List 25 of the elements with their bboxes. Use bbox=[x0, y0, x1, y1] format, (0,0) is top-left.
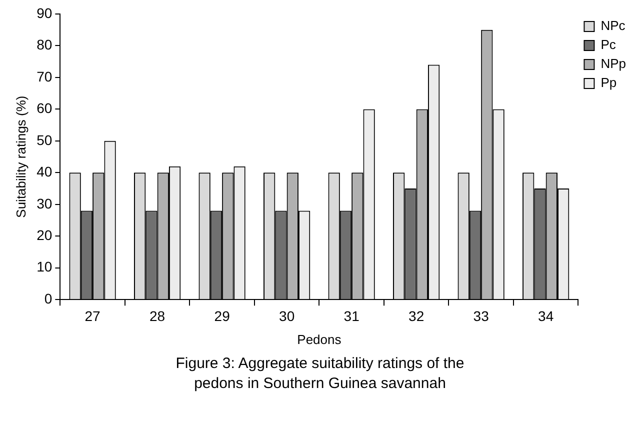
text: Figure 3: Aggregate suitability ratings of the pedons in Southern Guinea savannah bbox=[174, 354, 466, 394]
y-tick-label: 50 bbox=[36, 132, 52, 148]
y-tick-label: 40 bbox=[36, 164, 52, 180]
legend-label: NPc bbox=[600, 18, 626, 34]
x-axis-title: Pedons bbox=[297, 332, 342, 347]
y-tick-label: 60 bbox=[36, 100, 52, 116]
legend-label: Pc bbox=[600, 37, 616, 52]
y-tick-label: 10 bbox=[36, 258, 52, 275]
y-tick-label: 90 bbox=[36, 4, 52, 21]
y-tick-label: 0 bbox=[44, 290, 52, 306]
x-tick-label: 31 bbox=[344, 308, 360, 324]
x-tick-label: 28 bbox=[150, 308, 166, 324]
y-tick-label: 20 bbox=[36, 226, 52, 243]
legend-label: Pp bbox=[600, 75, 617, 90]
x-tick-label: 34 bbox=[538, 308, 554, 324]
x-tick-label: 29 bbox=[214, 308, 230, 324]
x-tick-label: 27 bbox=[84, 308, 101, 324]
y-tick-label: 80 bbox=[36, 36, 52, 53]
x-tick-label: 32 bbox=[408, 308, 424, 324]
legend-label: NPp bbox=[600, 56, 626, 72]
x-tick-label: 30 bbox=[279, 308, 295, 324]
y-tick-label: 70 bbox=[36, 68, 52, 84]
x-tick-label: 33 bbox=[473, 308, 490, 324]
y-tick-label: 30 bbox=[36, 195, 52, 212]
y-axis-title: Suitability ratings (%) bbox=[13, 96, 28, 218]
